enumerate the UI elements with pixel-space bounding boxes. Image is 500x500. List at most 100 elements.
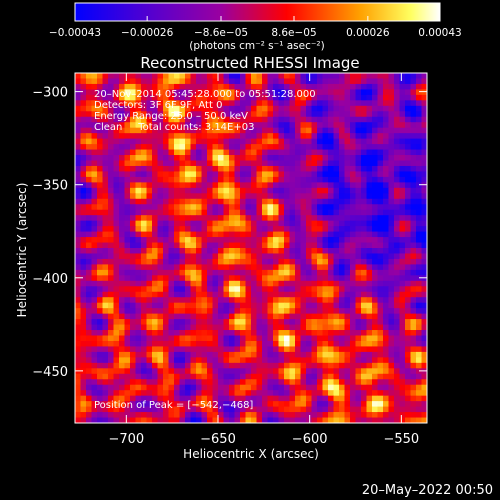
heatmap-cell <box>284 89 290 96</box>
heatmap-cell <box>124 330 131 336</box>
heatmap-cell <box>361 286 367 293</box>
heatmap-cell <box>163 193 169 200</box>
heatmap-cell <box>416 237 422 243</box>
heatmap-cell <box>130 269 136 276</box>
heatmap-cell <box>405 193 411 200</box>
heatmap-cell <box>416 319 422 325</box>
heatmap-cell <box>102 280 109 287</box>
heatmap-cell <box>75 406 81 413</box>
heatmap-cell <box>251 280 257 287</box>
heatmap-cell <box>394 209 400 216</box>
heatmap-cell <box>185 242 191 249</box>
heatmap-cell <box>196 368 202 375</box>
heatmap-cell <box>97 412 103 418</box>
heatmap-cell <box>130 324 136 331</box>
heatmap-cell <box>333 242 340 249</box>
heatmap-cell <box>344 330 351 336</box>
heatmap-cell <box>146 193 153 200</box>
heatmap-cell <box>179 324 186 331</box>
heatmap-cell <box>377 193 384 200</box>
heatmap-cell <box>97 94 103 101</box>
heatmap-cell <box>152 78 158 85</box>
heatmap-cell <box>75 335 81 342</box>
heatmap-cell <box>91 198 98 205</box>
heatmap-cell <box>223 116 230 123</box>
heatmap-cell <box>421 116 428 123</box>
heatmap-cell <box>91 73 98 79</box>
heatmap-cell <box>273 297 279 304</box>
heatmap-cell <box>113 100 120 107</box>
heatmap-cell <box>174 182 180 189</box>
heatmap-cell <box>80 269 87 276</box>
heatmap-cell <box>383 286 389 293</box>
heatmap-cell <box>405 105 411 112</box>
heatmap-cell <box>86 308 92 315</box>
heatmap-cell <box>328 122 334 129</box>
heatmap-cell <box>322 231 329 238</box>
heatmap-cell <box>251 248 257 254</box>
heatmap-cell <box>245 395 252 402</box>
heatmap-cell <box>256 171 263 178</box>
heatmap-cell <box>361 165 367 172</box>
heatmap-cell <box>339 242 345 249</box>
heatmap-cell <box>152 335 158 342</box>
heatmap-cell <box>388 127 395 134</box>
heatmap-cell <box>366 198 373 205</box>
heatmap-cell <box>86 149 92 156</box>
heatmap-cell <box>322 297 329 304</box>
heatmap-cell <box>262 269 268 276</box>
heatmap-cell <box>355 94 362 101</box>
heatmap-cell <box>141 406 147 413</box>
heatmap-cell <box>80 412 87 418</box>
heatmap-cell <box>328 100 334 107</box>
heatmap-cell <box>190 248 197 254</box>
heatmap-cell <box>377 368 384 375</box>
heatmap-cell <box>328 209 334 216</box>
heatmap-cell <box>102 357 109 364</box>
heatmap-cell <box>344 275 351 282</box>
heatmap-cell <box>383 390 389 397</box>
heatmap-cell <box>218 390 224 397</box>
heatmap-cell <box>328 105 334 112</box>
heatmap-cell <box>223 193 230 200</box>
heatmap-cell <box>80 395 87 402</box>
heatmap-cell <box>284 133 290 140</box>
heatmap-cell <box>190 193 197 200</box>
heatmap-cell <box>383 362 389 369</box>
heatmap-cell <box>196 297 202 304</box>
heatmap-cell <box>80 302 87 309</box>
colorbar-tick-label: −0.00043 <box>49 27 101 39</box>
heatmap-cell <box>124 346 131 353</box>
heatmap-cell <box>152 182 158 189</box>
heatmap-cell <box>179 111 186 118</box>
heatmap-cell <box>361 297 367 304</box>
heatmap-cell <box>410 237 417 243</box>
heatmap-cell <box>240 395 246 402</box>
annotation-energy-range: Energy Range: 25.0 – 50.0 keV <box>94 111 248 122</box>
heatmap-cell <box>102 302 109 309</box>
heatmap-cell <box>229 324 235 331</box>
heatmap-cell <box>284 73 290 79</box>
heatmap-cell <box>267 280 274 287</box>
heatmap-cell <box>328 313 334 320</box>
heatmap-cell <box>201 73 208 79</box>
heatmap-cell <box>361 412 367 418</box>
heatmap-cell <box>405 111 411 118</box>
heatmap-cell <box>179 401 186 407</box>
heatmap-cell <box>372 111 378 118</box>
heatmap-cell <box>317 258 323 265</box>
heatmap-cell <box>410 302 417 309</box>
heatmap-cell <box>284 275 290 282</box>
heatmap-cell <box>399 215 406 222</box>
heatmap-cell <box>218 209 224 216</box>
heatmap-cell <box>223 346 230 353</box>
heatmap-cell <box>410 138 417 145</box>
heatmap-cell <box>119 412 125 418</box>
heatmap-cell <box>234 187 241 194</box>
heatmap-cell <box>366 390 373 397</box>
heatmap-cell <box>350 395 356 402</box>
heatmap-cell <box>130 406 136 413</box>
heatmap-cell <box>289 165 296 172</box>
heatmap-cell <box>207 111 213 118</box>
heatmap-cell <box>86 111 92 118</box>
